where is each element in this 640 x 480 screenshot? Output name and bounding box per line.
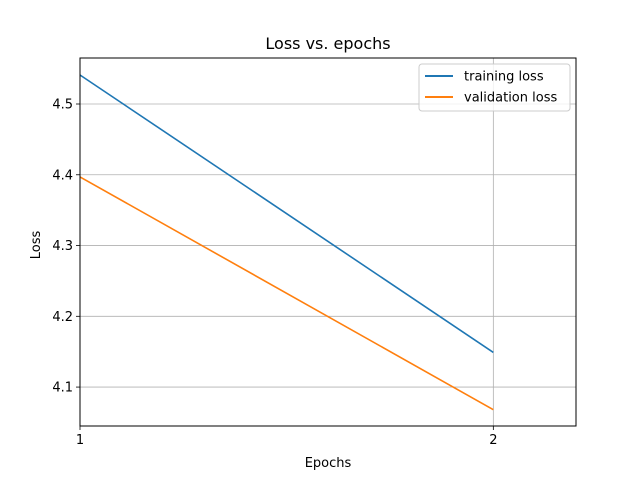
legend-label-training-loss: training loss	[464, 70, 544, 85]
plot-frame	[79, 57, 577, 427]
series-line-training-loss	[79, 74, 494, 354]
legend: training loss validation loss	[418, 63, 571, 112]
y-tick-label-0: 4.1	[52, 381, 73, 396]
series-line-validation-loss	[79, 176, 494, 411]
x-tick-label-0: 1	[76, 433, 84, 448]
y-tick-label-1: 4.2	[52, 310, 73, 325]
y-axis-label: Loss	[29, 231, 44, 260]
y-tick-label-3: 4.4	[52, 168, 73, 183]
y-tick-label-4: 4.5	[52, 98, 73, 113]
y-axis-ticks: 4.1 4.2 4.3 4.4 4.5	[52, 98, 80, 396]
y-tick-label-2: 4.3	[52, 239, 73, 254]
series-lines	[79, 74, 494, 411]
x-axis-label: Epochs	[305, 456, 352, 471]
chart-title: Loss vs. epochs	[265, 34, 390, 53]
legend-box	[418, 63, 571, 112]
x-tick-label-1: 2	[489, 433, 497, 448]
legend-label-validation-loss: validation loss	[464, 91, 557, 106]
